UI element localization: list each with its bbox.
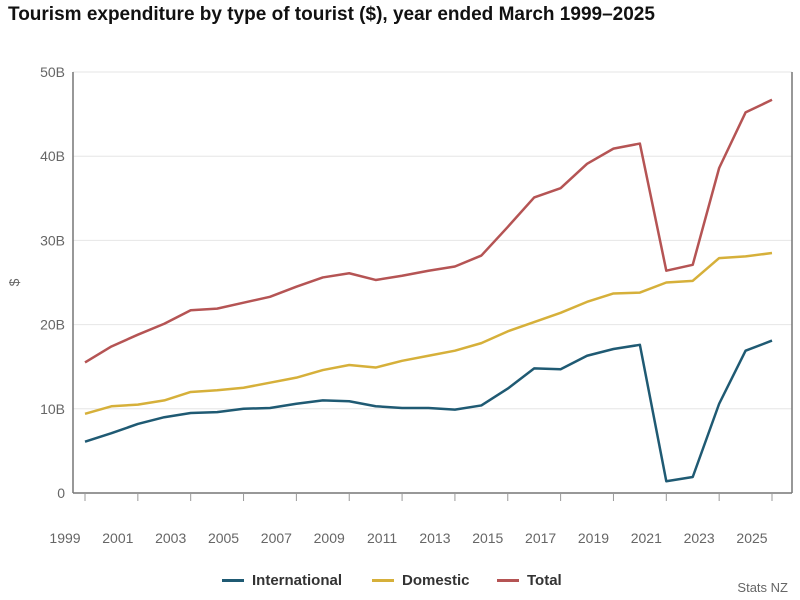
legend-swatch (222, 579, 244, 582)
legend-swatch (372, 579, 394, 582)
chart-title: Tourism expenditure by type of tourist (… (8, 4, 655, 25)
x-tick-label: 2009 (314, 530, 345, 546)
x-tick-label: 2001 (102, 530, 133, 546)
x-tick-label: 2003 (155, 530, 186, 546)
x-tick-label: 1999 (49, 530, 80, 546)
x-tick-label: 2015 (472, 530, 503, 546)
x-tick-label: 2007 (261, 530, 292, 546)
x-tick-label: 2021 (631, 530, 662, 546)
x-tick-label: 2011 (367, 530, 397, 546)
series-line-total (84, 98, 773, 364)
y-tick-label: 40B (40, 148, 65, 164)
legend-label: International (252, 572, 343, 589)
x-tick-label: 2023 (684, 530, 715, 546)
source-label: Stats NZ (737, 580, 788, 595)
y-tick-label: 0 (57, 485, 65, 501)
y-tick-label: 30B (40, 232, 65, 248)
legend-label: Domestic (402, 572, 470, 589)
legend-international: International (222, 572, 342, 589)
series-line-domestic (84, 251, 773, 416)
legend-label: Total (527, 572, 562, 589)
y-axis-label: $ (6, 278, 22, 286)
y-tick-label: 10B (40, 401, 65, 417)
x-tick-label: 2025 (736, 530, 767, 546)
legend-swatch (497, 579, 519, 582)
y-tick-label: 50B (40, 64, 65, 80)
x-tick-label: 2013 (419, 530, 450, 546)
x-tick-label: 2019 (578, 530, 609, 546)
x-tick-label: 2005 (208, 530, 239, 546)
legend-total: Total (497, 572, 562, 589)
x-tick-label: 2017 (525, 530, 556, 546)
y-tick-label: 20B (40, 317, 65, 333)
series-line-international (84, 339, 773, 483)
legend-domestic: Domestic (372, 572, 470, 589)
